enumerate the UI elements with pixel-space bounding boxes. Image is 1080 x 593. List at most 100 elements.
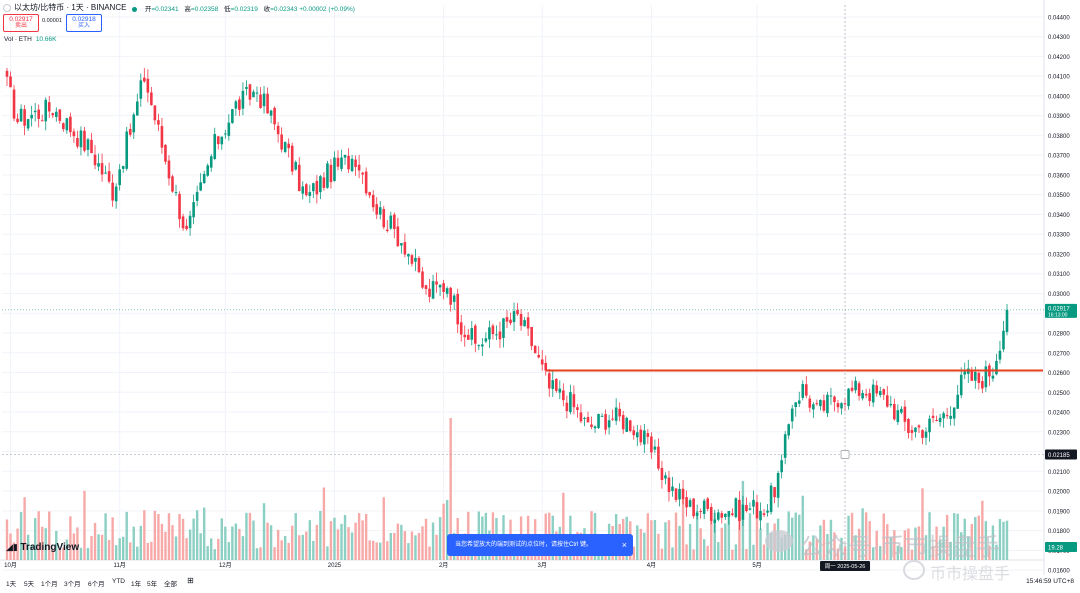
tradingview-logo[interactable]: ◢▮ TradingView [6,542,80,553]
range-ytd[interactable]: YTD [112,578,125,585]
candle-body [319,176,322,193]
volume-bar [431,522,435,560]
volume-bar [819,525,822,560]
candle-body [547,373,551,389]
candle-body [639,429,643,443]
candle-body [241,90,245,109]
candle-body [590,424,593,427]
volume-bar [864,512,868,560]
volume-bar [357,513,361,560]
candle-body [19,108,23,122]
volume-bar [371,540,375,560]
candle-body [970,370,974,381]
volume-bar [893,530,896,560]
volume-bar [396,523,400,560]
volume-bar [37,511,40,560]
candle-body [618,408,621,417]
volume-bar [248,512,252,560]
candle-body [308,192,312,196]
volume-bar [970,524,973,560]
volume-bar [417,532,421,560]
range-1m[interactable]: 1个月 [41,581,58,588]
range-5y[interactable]: 5年 [147,581,158,588]
volume-bar [44,528,47,560]
candle-body [97,163,100,167]
candle-body [551,380,555,389]
range-6m[interactable]: 6个月 [88,581,105,588]
candle-body [287,143,290,149]
candle-body [808,398,812,408]
candle-body [688,500,692,507]
candle-body [773,487,776,498]
y-tick-label: 0.02300 [1048,430,1070,436]
candle-body [192,202,195,218]
candle-body [812,404,815,410]
volume-bar [801,495,804,560]
candle-body [900,408,903,413]
range-1d[interactable]: 1天 [6,581,17,588]
volume-bar [438,517,442,560]
candle-body [868,393,871,401]
candle-body [495,334,498,336]
candle-body [709,507,713,521]
market-status-icon [132,6,137,12]
crosshair-date-label: 周一 2025-05-26 [825,563,866,570]
buy-button[interactable]: 0.02918 买入 [66,14,102,32]
volume-bar [731,549,734,560]
range-all[interactable]: 全部 [164,581,177,588]
volume-bar [949,541,952,560]
volume-bar [5,519,9,560]
range-3m[interactable]: 3个月 [64,581,81,588]
candle-body [643,430,646,445]
ohlc-close: =0.02343 +0.00002 (+0.09%) [270,6,355,13]
volume-axis-label: 19.28 [1048,546,1064,552]
candle-body [942,413,945,419]
candle-body [762,513,766,515]
candle-body [69,116,72,133]
candle-body [93,154,97,166]
volume-bar [315,524,319,560]
date-range-icon[interactable]: ⊞ [187,576,194,585]
volume-bar [738,512,741,560]
candle-body [752,499,755,507]
volume-bar [636,525,639,560]
add-alert-icon[interactable] [840,450,850,459]
candle-body [459,322,463,335]
candle-body [128,128,132,135]
timezone-clock[interactable]: 15:46:59 UTC+8 [1026,578,1074,585]
candle-body [558,388,562,393]
volume-bar [19,511,23,560]
volume-bar [886,524,889,560]
range-1y[interactable]: 1年 [131,581,142,588]
volume-bar [706,545,709,560]
candle-body [414,257,417,262]
volume-bar [442,503,445,560]
volume-bar [23,497,26,560]
volume-bar [220,518,223,560]
candle-body [864,393,868,396]
candle-body [797,400,801,404]
candle-body [593,426,597,429]
candle-body [769,485,773,513]
candle-body [442,283,445,292]
volume-bar [403,531,407,560]
volume-bar [146,542,150,560]
sell-button[interactable]: 0.02917 卖出 [3,14,39,32]
volume-bar [639,528,643,560]
volume-legend[interactable]: Vol · ETH 10.66K [4,36,56,43]
volume-bar [12,542,16,560]
candle-body [840,403,843,409]
y-tick-label: 0.02600 [1048,371,1070,377]
y-tick-label: 0.02000 [1048,490,1070,496]
candle-body [537,355,540,358]
candle-body [403,242,407,255]
volume-bar [51,549,54,560]
volume-bar [368,540,371,560]
close-icon[interactable]: × [621,540,627,550]
volume-bar [206,546,209,560]
range-5d[interactable]: 5天 [24,581,35,588]
symbol-title[interactable]: 以太坊/比特币 · 1天 · BINANCE [3,2,126,13]
y-tick-label: 0.02500 [1048,391,1070,397]
volume-bar [375,542,378,560]
